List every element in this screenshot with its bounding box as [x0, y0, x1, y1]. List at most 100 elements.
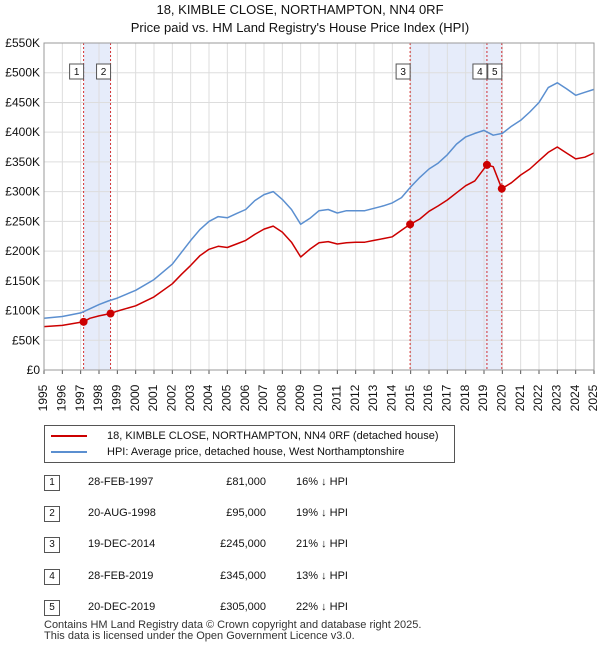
x-tick-label: 2020	[495, 384, 509, 411]
sale-marker-box	[395, 63, 411, 80]
sale-marker-label: 5	[492, 67, 498, 78]
sale-point	[497, 184, 506, 193]
price-chart: 1 2 3 4 5 £0 £50K £100K £150K £200K £250K £300K £350…	[5, 36, 600, 411]
y-tick-label: £400K	[5, 125, 40, 139]
sale-date: 28-FEB-1997	[88, 476, 154, 488]
sale-point	[79, 317, 88, 326]
sale-price: £95,000	[226, 507, 266, 519]
legend-item-hpi: HPI: Average price, detached house, West…	[51, 444, 404, 460]
y-tick-label: £100K	[5, 304, 40, 318]
x-tick-label: 2018	[458, 384, 472, 411]
x-tick-label: 2015	[403, 384, 417, 411]
sale-point	[482, 160, 491, 169]
y-tick-label: £200K	[5, 244, 40, 258]
legend-swatch-hpi	[51, 451, 87, 453]
sale-row: 5 20-DEC-2019 £305,000 22% ↓ HPI	[44, 597, 584, 621]
x-tick-label: 2000	[128, 384, 142, 411]
sale-marker-label: 2	[101, 67, 107, 78]
x-tick-label: 2005	[220, 384, 234, 411]
x-tick-label: 2002	[165, 384, 179, 411]
sale-hpi-diff: 13% ↓ HPI	[296, 570, 348, 582]
sale-price: £245,000	[220, 538, 266, 550]
sale-number-badge: 5	[44, 600, 60, 616]
x-tick-label: 2022	[531, 384, 545, 411]
y-tick-label: £250K	[5, 214, 40, 228]
sale-marker-label: 3	[400, 67, 406, 78]
x-tick-label: 2023	[550, 384, 564, 411]
sale-hpi-diff: 22% ↓ HPI	[296, 601, 348, 613]
x-tick-label: 2016	[421, 384, 435, 411]
footer-line-licence: This data is licensed under the Open Gov…	[44, 630, 355, 642]
sale-date: 19-DEC-2014	[88, 538, 156, 550]
x-tick-label: 2003	[183, 384, 197, 411]
x-tick-label: 2011	[330, 385, 344, 411]
sale-point	[406, 220, 415, 229]
legend-item-property: 18, KIMBLE CLOSE, NORTHAMPTON, NN4 0RF (…	[51, 428, 439, 444]
x-tick-label: 2017	[440, 384, 454, 411]
x-tick-label: 2006	[238, 384, 252, 411]
chart-subtitle: Price paid vs. HM Land Registry's House …	[130, 20, 470, 35]
sale-price: £345,000	[220, 570, 266, 582]
x-tick-label: 1996	[55, 384, 69, 411]
footer-attribution: Contains HM Land Registry data © Crown c…	[44, 620, 421, 642]
y-tick-label: £300K	[5, 185, 40, 199]
x-tick-label: 2012	[348, 384, 362, 411]
y-tick-label: £450K	[5, 95, 40, 109]
sale-number-badge: 1	[44, 475, 60, 491]
sale-marker-label: 4	[477, 67, 483, 78]
ownership-shade	[410, 43, 502, 370]
sale-marker-box	[69, 63, 85, 80]
y-tick-label: £150K	[5, 274, 40, 288]
footer-line-copyright: Contains HM Land Registry data © Crown c…	[44, 619, 422, 631]
x-tick-label: 2025	[586, 384, 600, 411]
y-tick-label: £0	[27, 363, 41, 377]
sale-date: 28-FEB-2019	[88, 570, 154, 582]
y-tick-label: £550K	[5, 36, 40, 50]
sale-price: £81,000	[226, 476, 266, 488]
ownership-shade	[83, 43, 111, 370]
sale-number-badge: 3	[44, 537, 60, 553]
sale-hpi-diff: 16% ↓ HPI	[296, 476, 348, 488]
x-tick-label: 1995	[36, 384, 50, 411]
sale-marker-box	[96, 63, 112, 80]
x-tick-label: 2008	[275, 384, 289, 411]
sale-row: 2 20-AUG-1998 £95,000 19% ↓ HPI	[44, 503, 584, 527]
sale-row: 3 19-DEC-2014 £245,000 21% ↓ HPI	[44, 534, 584, 558]
x-tick-label: 2013	[366, 384, 380, 411]
x-tick-label: 2007	[256, 384, 270, 411]
sale-row: 1 28-FEB-1997 £81,000 16% ↓ HPI	[44, 472, 584, 496]
y-tick-label: £500K	[5, 66, 40, 80]
legend-swatch-property	[51, 435, 87, 437]
sale-row: 4 28-FEB-2019 £345,000 13% ↓ HPI	[44, 566, 584, 590]
x-tick-label: 2004	[201, 384, 215, 411]
chart-title: 18, KIMBLE CLOSE, NORTHAMPTON, NN4 0RF	[156, 2, 444, 17]
sale-marker-box	[487, 63, 503, 80]
hpi-line	[43, 82, 595, 320]
legend-label-hpi: HPI: Average price, detached house, West…	[107, 446, 405, 458]
sale-number-badge: 4	[44, 569, 60, 585]
plot-area-border	[43, 42, 595, 371]
x-tick-label: 2019	[476, 384, 490, 411]
legend-label-property: 18, KIMBLE CLOSE, NORTHAMPTON, NN4 0RF (…	[107, 430, 439, 442]
x-tick-label: 2014	[385, 384, 399, 411]
x-tick-label: 1998	[91, 384, 105, 411]
legend: 18, KIMBLE CLOSE, NORTHAMPTON, NN4 0RF (…	[44, 425, 455, 463]
sale-date: 20-AUG-1998	[88, 507, 156, 519]
x-tick-label: 2001	[146, 384, 160, 411]
sale-date: 20-DEC-2019	[88, 601, 156, 613]
sale-number-badge: 2	[44, 506, 60, 522]
sale-price: £305,000	[220, 601, 266, 613]
y-tick-label: £350K	[5, 155, 40, 169]
sale-hpi-diff: 21% ↓ HPI	[296, 538, 348, 550]
sale-point	[106, 309, 115, 318]
y-tick-label: £50K	[12, 333, 40, 347]
sale-marker-label: 1	[74, 67, 80, 78]
sale-marker-box	[472, 63, 488, 80]
x-tick-label: 2021	[513, 384, 527, 411]
x-tick-label: 1997	[73, 384, 87, 411]
x-tick-label: 1999	[110, 384, 124, 411]
x-tick-label: 2010	[311, 384, 325, 411]
sale-hpi-diff: 19% ↓ HPI	[296, 507, 348, 519]
x-tick-label: 2024	[568, 384, 582, 411]
x-tick-label: 2009	[293, 384, 307, 411]
